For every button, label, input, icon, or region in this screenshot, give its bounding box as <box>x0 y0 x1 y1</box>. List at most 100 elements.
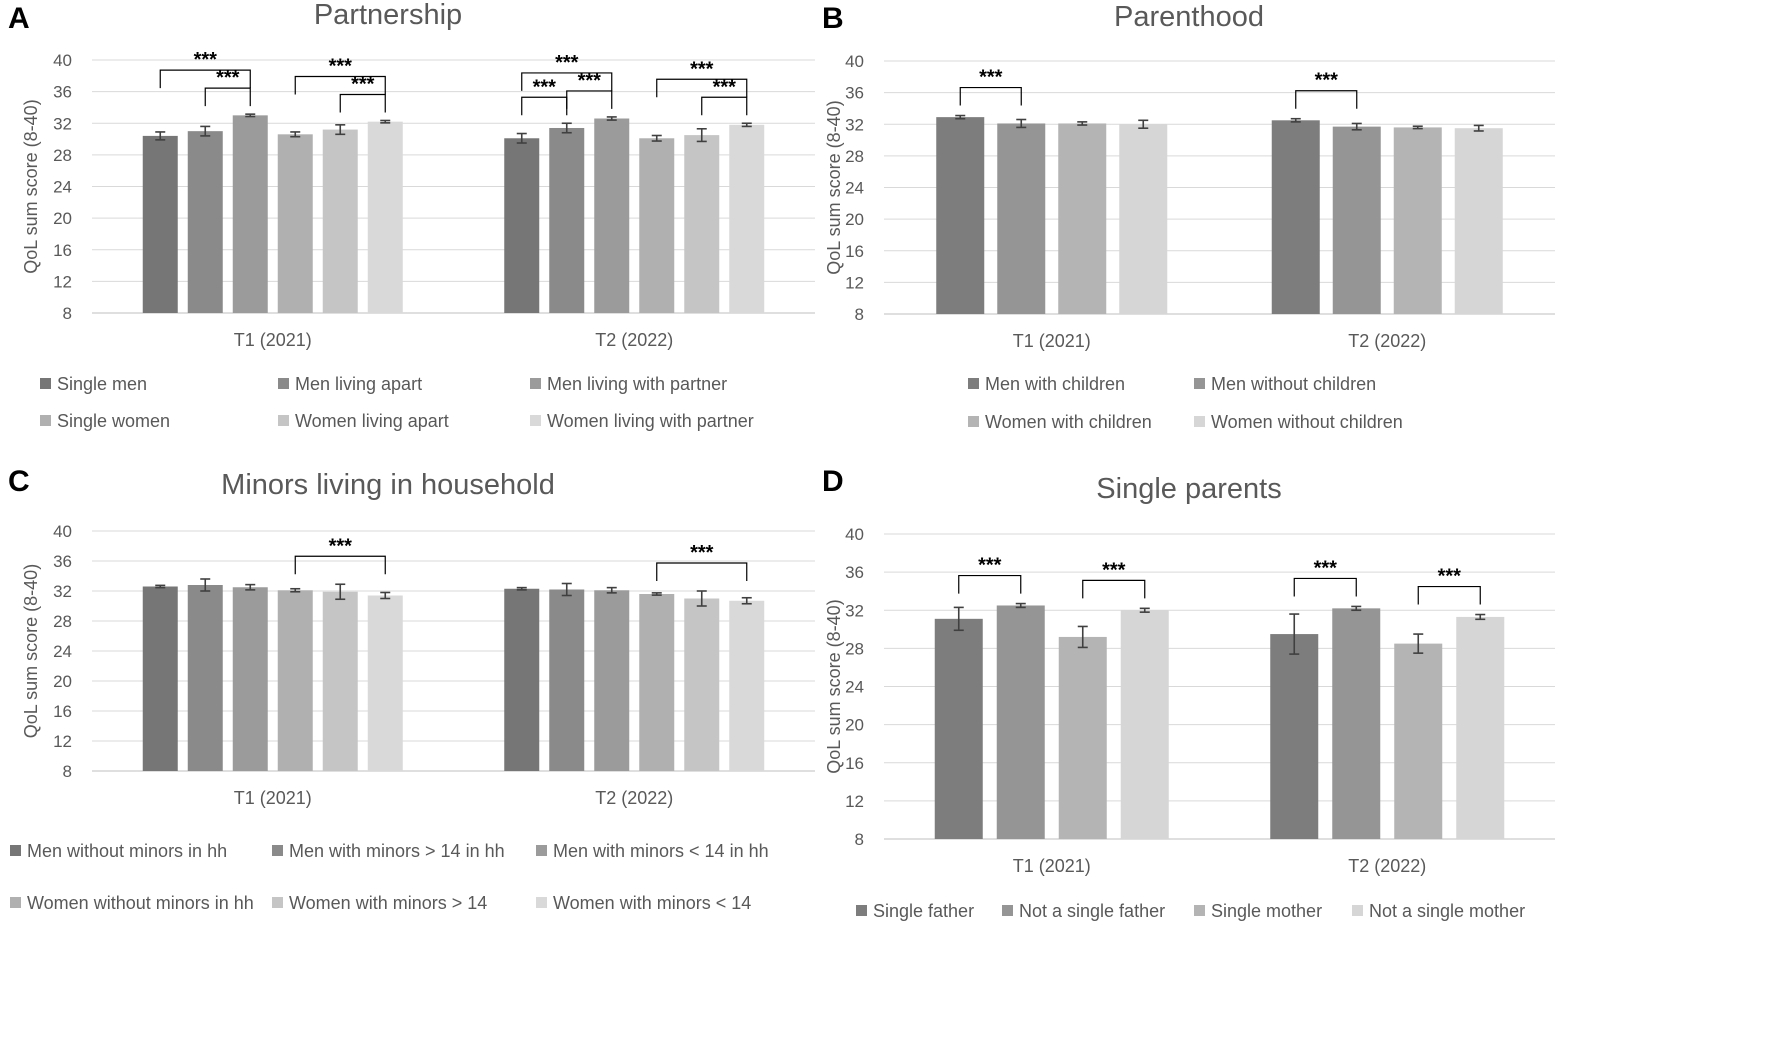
bar <box>1454 128 1503 314</box>
error-bar <box>561 582 572 597</box>
significance-bracket: *** <box>1082 559 1146 599</box>
legend-label: Not a single mother <box>1369 901 1525 921</box>
legend-item: Single father <box>856 901 974 921</box>
legend-item: Single men <box>40 374 147 394</box>
error-bar <box>335 583 346 601</box>
chart-title: Minors living in household <box>221 469 555 501</box>
bracket-line <box>701 96 748 116</box>
bar <box>549 589 585 771</box>
panel-letter: D <box>822 465 844 498</box>
y-axis-title: QoL sum score (8-40) <box>824 599 844 773</box>
y-tick-label: 40 <box>53 522 72 541</box>
panel-c: C Minors living in household 8 12 16 20 24 28 32… <box>8 465 815 913</box>
bracket-line <box>294 75 386 95</box>
significance-label: *** <box>329 535 353 557</box>
y-tick-label: 40 <box>53 51 72 70</box>
bracket-line <box>656 78 748 98</box>
category-label: T1 (2021) <box>1013 331 1091 351</box>
significance-label: *** <box>578 70 602 92</box>
y-tick-label: 36 <box>845 84 864 103</box>
bracket-line <box>204 87 251 107</box>
y-tick-label: 8 <box>855 830 864 849</box>
bracket-line <box>1293 577 1357 597</box>
y-tick-label: 40 <box>845 525 864 544</box>
y-tick-label: 36 <box>845 563 864 582</box>
bar <box>639 138 675 313</box>
y-tick-label: 32 <box>53 114 72 133</box>
bar <box>142 586 178 771</box>
legend-swatch <box>856 905 867 916</box>
bar <box>322 591 358 771</box>
panel-a: A Partnership 8 12 16 20 24 28 32 36 40 QoL sum sco… <box>8 0 815 431</box>
error-bar <box>1475 613 1486 621</box>
legend-item: Men with minors < 14 in hh <box>536 841 769 861</box>
error-bar <box>516 132 527 144</box>
category-label: T1 (2021) <box>234 788 312 808</box>
legend-item: Not a single father <box>1002 901 1165 921</box>
legend-swatch <box>272 897 283 908</box>
legend-label: Women living with partner <box>547 411 754 431</box>
significance-label: *** <box>690 58 714 80</box>
bar <box>1394 643 1443 839</box>
y-tick-label: 40 <box>845 52 864 71</box>
legend-label: Single women <box>57 411 170 431</box>
bar <box>1058 123 1107 314</box>
y-tick-label: 32 <box>845 601 864 620</box>
bar <box>684 598 720 771</box>
category-group <box>142 113 403 313</box>
legend: Men without minors in hh Men with minors … <box>10 841 769 913</box>
legend-item: Men without minors in hh <box>10 841 227 861</box>
bracket-line <box>566 90 613 109</box>
legend-swatch <box>536 897 547 908</box>
significance-label: *** <box>555 52 579 74</box>
legend-item: Single mother <box>1194 901 1322 921</box>
y-axis-title: QoL sum score (8-40) <box>21 564 41 738</box>
legend-label: Men living with partner <box>547 374 727 394</box>
significance-label: *** <box>713 76 737 98</box>
y-tick-label: 12 <box>845 792 864 811</box>
error-bar <box>606 116 617 121</box>
bracket-line <box>958 574 1022 594</box>
category-group <box>504 582 765 771</box>
significance-label: *** <box>979 67 1003 89</box>
y-tick-label: 20 <box>845 210 864 229</box>
legend-label: Not a single father <box>1019 901 1165 921</box>
y-tick-label: 24 <box>845 678 864 697</box>
legend-swatch <box>968 416 979 427</box>
error-bar <box>953 606 964 632</box>
legend-swatch <box>278 378 289 389</box>
significance-bracket: *** <box>1293 557 1357 597</box>
bar <box>142 135 178 313</box>
bracket-line <box>521 72 613 91</box>
y-tick-label: 32 <box>845 115 864 134</box>
bar <box>1120 610 1169 839</box>
error-bar <box>1351 605 1362 612</box>
error-bar <box>380 119 391 124</box>
bar <box>684 135 720 313</box>
bracket-line <box>521 96 568 116</box>
bracket-line <box>1295 90 1358 109</box>
bar <box>277 134 313 313</box>
category-label: T2 (2022) <box>1348 856 1426 876</box>
panel-letter: A <box>8 2 30 35</box>
legend-label: Women without children <box>1211 412 1403 432</box>
category-group <box>504 116 765 314</box>
bar <box>187 585 223 771</box>
y-axis-title: QoL sum score (8-40) <box>824 100 844 274</box>
bracket-line <box>339 93 386 113</box>
legend-item: Men with children <box>968 374 1125 394</box>
error-bar <box>741 122 752 128</box>
error-bar <box>606 586 617 594</box>
significance-bracket: *** <box>521 52 613 91</box>
bar <box>549 127 585 314</box>
bar <box>504 588 540 771</box>
bar <box>594 590 630 771</box>
bar <box>277 590 313 771</box>
chart-title: Parenthood <box>1114 1 1264 33</box>
legend-item: Women living with partner <box>530 411 754 431</box>
bar <box>1119 124 1168 314</box>
legend-item: Men living apart <box>278 374 422 394</box>
category-group <box>1270 605 1505 839</box>
significance-label: *** <box>1314 557 1338 579</box>
y-tick-label: 8 <box>63 762 72 781</box>
